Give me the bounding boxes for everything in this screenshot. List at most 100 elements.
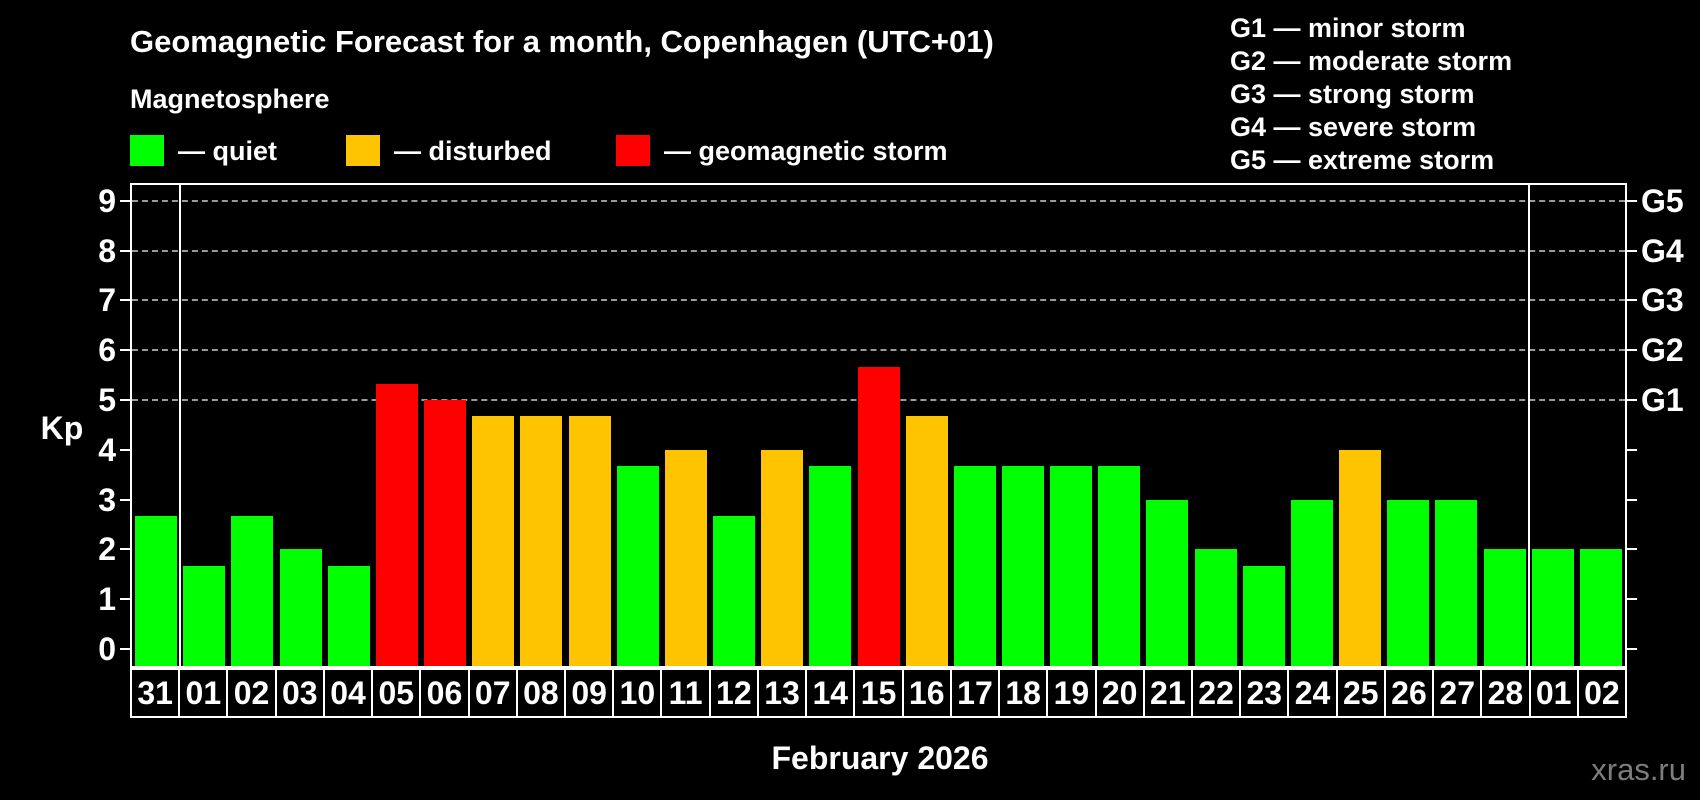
day-cell-05: 05 bbox=[373, 670, 420, 716]
kp-bar-day-04 bbox=[327, 565, 370, 666]
watermark: xras.ru bbox=[1591, 752, 1686, 787]
g-scale-legend-line: G4 — severe storm bbox=[1230, 112, 1477, 142]
y-axis-tick-left-6 bbox=[120, 349, 130, 352]
y-axis-tick-left-8 bbox=[120, 249, 130, 252]
gridline-kp8 bbox=[132, 249, 1625, 252]
day-cell-16: 16 bbox=[903, 670, 950, 716]
y-axis-label-3: 3 bbox=[98, 481, 116, 518]
day-cell-22: 22 bbox=[1192, 670, 1240, 716]
day-cell-19: 19 bbox=[1048, 670, 1095, 716]
gridline-kp7 bbox=[132, 299, 1625, 302]
kp-bar-day-12 bbox=[713, 516, 756, 666]
kp-bar-day-26 bbox=[1387, 499, 1430, 666]
y-axis-label-1: 1 bbox=[98, 581, 116, 618]
kp-bar-day-31 bbox=[135, 516, 178, 666]
plot-area bbox=[130, 183, 1627, 668]
y-axis-label-8: 8 bbox=[98, 232, 116, 269]
kp-bar-day-16 bbox=[905, 416, 948, 666]
g-scale-legend-line: G2 — moderate storm bbox=[1230, 46, 1513, 76]
kp-bar-day-25 bbox=[1339, 449, 1382, 666]
day-cell-17: 17 bbox=[951, 670, 999, 716]
day-cell-31: 31 bbox=[132, 670, 179, 716]
y-axis-tick-left-2 bbox=[120, 548, 130, 551]
kp-bar-day-20 bbox=[1098, 466, 1141, 666]
kp-bar-day-02 bbox=[1579, 549, 1622, 666]
g-scale-legend-line: G5 — extreme storm bbox=[1230, 145, 1495, 175]
kp-bar-day-09 bbox=[568, 416, 611, 666]
kp-bar-day-10 bbox=[616, 466, 659, 666]
kp-bar-day-02 bbox=[231, 516, 274, 666]
day-cell-24: 24 bbox=[1289, 670, 1336, 716]
y-axis-tick-left-9 bbox=[120, 199, 130, 202]
g-scale-legend-line: G3 — strong storm bbox=[1230, 79, 1475, 109]
y-axis-label-0: 0 bbox=[98, 631, 116, 667]
day-cell-11: 11 bbox=[662, 670, 709, 716]
kp-bar-day-13 bbox=[761, 449, 804, 666]
disturbed-legend-swatch bbox=[346, 135, 380, 166]
quiet-legend-label: — quiet bbox=[178, 136, 277, 166]
y-axis-tick-right-0 bbox=[1627, 648, 1637, 650]
day-cell-15: 15 bbox=[855, 670, 902, 716]
storm-legend-label: — geomagnetic storm bbox=[664, 136, 948, 166]
kp-bar-day-15 bbox=[857, 366, 900, 666]
y-axis-tick-right-7 bbox=[1627, 299, 1637, 302]
day-cell-26: 26 bbox=[1385, 670, 1433, 716]
day-cell-09: 09 bbox=[566, 670, 613, 716]
day-cell-01: 01 bbox=[180, 670, 227, 716]
day-cell-01: 01 bbox=[1530, 670, 1577, 716]
kp-bar-day-27 bbox=[1435, 499, 1478, 666]
y-axis-label-2: 2 bbox=[98, 531, 116, 568]
y-axis-tick-right-3 bbox=[1627, 498, 1637, 501]
y-axis-label-5: 5 bbox=[98, 382, 116, 418]
kp-bar-day-01 bbox=[183, 565, 226, 666]
y-axis-tick-left-5 bbox=[120, 399, 130, 401]
kp-bar-day-11 bbox=[664, 449, 707, 666]
g-scale-legend: G1 — minor storm G2 — moderate storm G3 … bbox=[1230, 12, 1512, 177]
kp-bar-day-07 bbox=[472, 416, 515, 666]
g-level-label-G1: G1 bbox=[1641, 382, 1684, 418]
y-axis-tick-right-2 bbox=[1627, 548, 1637, 551]
quiet-legend-swatch bbox=[130, 135, 164, 166]
day-cell-02: 02 bbox=[1578, 670, 1625, 716]
gridline-kp9 bbox=[132, 199, 1625, 202]
kp-bar-day-05 bbox=[375, 383, 418, 666]
day-cell-04: 04 bbox=[324, 670, 372, 716]
g-scale-legend-line: G1 — minor storm bbox=[1230, 13, 1466, 43]
kp-bar-day-19 bbox=[1050, 466, 1093, 666]
kp-bar-day-18 bbox=[1001, 466, 1044, 666]
day-cell-25: 25 bbox=[1337, 670, 1384, 716]
day-cell-23: 23 bbox=[1241, 670, 1288, 716]
kp-bar-day-24 bbox=[1290, 499, 1333, 666]
day-cell-10: 10 bbox=[614, 670, 661, 716]
day-cell-13: 13 bbox=[758, 670, 806, 716]
kp-bar-day-22 bbox=[1194, 549, 1237, 666]
kp-bar-day-14 bbox=[809, 466, 852, 666]
y-axis-tick-right-6 bbox=[1627, 349, 1637, 352]
kp-bar-day-08 bbox=[520, 416, 563, 666]
day-cell-12: 12 bbox=[710, 670, 757, 716]
day-cell-08: 08 bbox=[517, 670, 565, 716]
day-cell-02: 02 bbox=[228, 670, 275, 716]
day-cell-14: 14 bbox=[807, 670, 854, 716]
month-label: February 2026 bbox=[771, 740, 989, 776]
y-axis-tick-right-4 bbox=[1627, 448, 1637, 451]
y-axis-tick-right-8 bbox=[1627, 249, 1637, 252]
kp-bar-day-03 bbox=[279, 549, 322, 666]
kp-bar-day-06 bbox=[424, 400, 467, 666]
month-separator bbox=[1527, 185, 1530, 666]
day-cell-18: 18 bbox=[1000, 670, 1047, 716]
y-axis-label-6: 6 bbox=[98, 332, 116, 369]
g-level-label-G4: G4 bbox=[1641, 232, 1684, 269]
y-axis-label-4: 4 bbox=[98, 431, 116, 468]
storm-legend-swatch bbox=[616, 135, 650, 166]
gridline-kp6 bbox=[132, 349, 1625, 352]
g-level-label-G5: G5 bbox=[1641, 182, 1684, 219]
kp-bar-day-28 bbox=[1483, 549, 1526, 666]
y-axis-tick-left-3 bbox=[120, 498, 130, 501]
g-level-label-G2: G2 bbox=[1641, 332, 1684, 369]
month-separator bbox=[179, 185, 182, 666]
day-axis-row: 31 01 02 03 04 05 06 07 08 09 10 11 12 13 14 15 16 17 18 19… bbox=[130, 668, 1627, 718]
day-cell-27: 27 bbox=[1434, 670, 1481, 716]
day-cell-20: 20 bbox=[1096, 670, 1143, 716]
y-axis-tick-left-4 bbox=[120, 448, 130, 451]
